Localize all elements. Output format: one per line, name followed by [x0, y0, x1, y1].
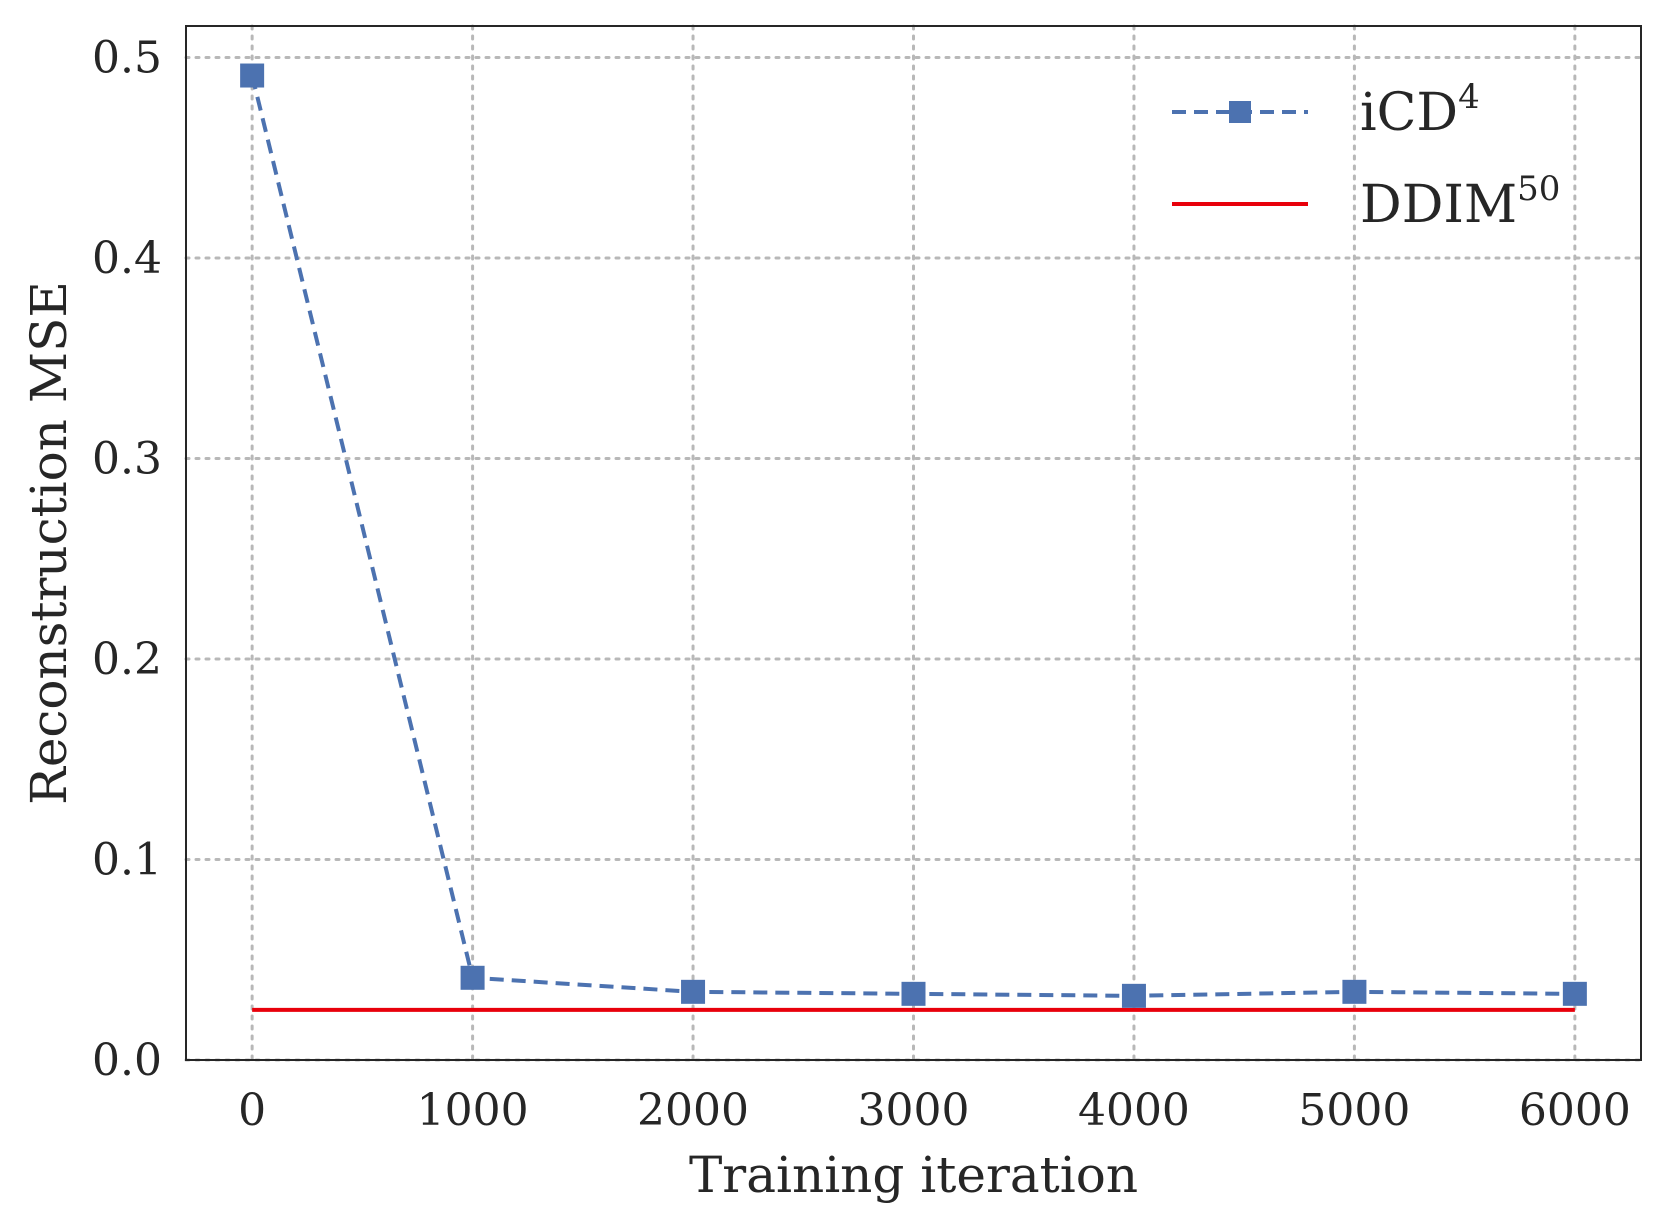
icd-point	[1121, 983, 1146, 1008]
icd-point	[901, 981, 926, 1006]
legend-ddim-label: DDIM50	[1360, 169, 1560, 235]
legend-ddim-superscript: 50	[1517, 169, 1560, 209]
x-tick-label: 5000	[1298, 1085, 1410, 1136]
legend-ddim-name: DDIM	[1360, 175, 1517, 235]
y-tick-label: 0.2	[92, 634, 162, 685]
x-axis-title: Training iteration	[689, 1146, 1138, 1204]
x-tick-label: 2000	[637, 1085, 749, 1136]
y-tick-label: 0.3	[92, 433, 162, 484]
y-tick-label: 0.1	[92, 834, 162, 885]
y-tick-label: 0.5	[92, 32, 162, 83]
x-tick-label: 4000	[1078, 1085, 1190, 1136]
y-axis-title: Reconstruction MSE	[20, 281, 78, 805]
x-tick-label: 1000	[417, 1085, 529, 1136]
icd-point	[1342, 979, 1367, 1004]
legend-icd-superscript: 4	[1458, 77, 1480, 117]
x-tick-label: 6000	[1519, 1085, 1631, 1136]
legend-icd-label: iCD4	[1360, 77, 1480, 143]
plot-area-frame	[185, 25, 1642, 1061]
x-tick-label: 3000	[858, 1085, 970, 1136]
tick-labels: 0 1000 2000 3000 4000 5000 6000 0.0 0.1 0.2 0.3 0.4…	[92, 32, 1631, 1136]
icd-point	[240, 63, 265, 88]
x-tick-label: 0	[238, 1085, 266, 1136]
icd-point	[681, 979, 706, 1004]
icd-point	[1562, 981, 1587, 1006]
y-tick-label: 0.4	[92, 233, 162, 284]
legend-icd-marker	[1229, 101, 1251, 123]
y-tick-label: 0.0	[92, 1035, 162, 1086]
series-layer	[240, 63, 1587, 1012]
icd-point	[460, 965, 485, 990]
legend: iCD4 DDIM50	[1172, 77, 1560, 235]
legend-icd-name: iCD	[1360, 83, 1458, 143]
